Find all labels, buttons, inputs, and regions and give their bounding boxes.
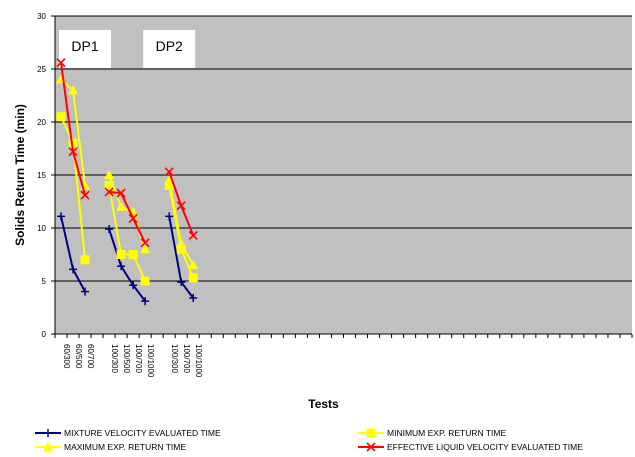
annotation-label: DP2 [156,38,183,54]
data-point [116,250,126,259]
x-tick-label: 100/700 [134,344,143,373]
x-tick-label: 100/700 [182,344,191,373]
data-point [176,238,187,248]
legend-label: MAXIMUM EXP. RETURN TIME [64,442,186,452]
y-tick-label: 0 [42,330,47,339]
y-axis-title: Solids Return Time (min) [13,104,27,246]
data-point [116,188,126,198]
x-tick-label: 100/1000 [194,344,203,378]
data-point [164,175,175,185]
grid-lines [55,15,632,282]
data-point [68,85,79,95]
annotations: DP1 DP2 [59,30,196,68]
data-point [56,112,66,122]
y-tick-label: 20 [37,118,46,127]
y-tick-label: 10 [37,224,46,233]
series-layer [56,58,199,306]
series-mixture-velocity-evaluated-time [57,212,198,306]
data-point [140,244,151,254]
data-point [366,428,376,438]
data-point [128,250,138,259]
x-tick-label: 60/300 [62,344,71,369]
series-effective-liquid-velocity-evaluated-time [56,58,198,248]
data-point [188,260,199,270]
series-line [108,228,146,302]
x-tick-label: 100/1000 [146,344,155,378]
data-point [104,170,115,179]
legend-item: MIXTURE VELOCITY EVALUATED TIME [35,428,221,438]
data-point [80,190,90,200]
series-line [108,185,147,282]
legend-label: MIXTURE VELOCITY EVALUATED TIME [64,428,221,438]
legend-item: MINIMUM EXP. RETURN TIME [358,428,506,438]
annotation-label: DP1 [71,38,98,54]
x-axis-title: Tests [308,397,339,411]
y-tick-label: 5 [42,277,47,286]
data-point [116,201,127,211]
annotation-box [59,30,112,68]
x-tick-label: 60/500 [74,344,83,369]
data-point [80,255,90,265]
series-line [109,190,147,244]
legend-item: MAXIMUM EXP. RETURN TIME [35,442,186,452]
data-point [128,213,138,224]
data-point [176,201,186,211]
x-tick-label: 100/300 [110,344,119,373]
data-point [366,442,376,452]
data-point [68,147,78,157]
y-tick-label: 25 [37,65,46,74]
x-tick-label: 60/700 [86,344,95,369]
annotation-box [143,30,196,68]
data-point [188,230,198,240]
legend-label: MINIMUM EXP. RETURN TIME [387,428,506,438]
legend-item: EFFECTIVE LIQUID VELOCITY EVALUATED TIME [358,442,583,452]
data-point [164,167,174,177]
data-point [104,187,114,197]
y-tick-label: 15 [37,171,46,180]
legend: MIXTURE VELOCITY EVALUATED TIME MINIMUM E… [35,428,583,452]
y-tick-label: 30 [37,12,46,21]
x-tick-label: 100/300 [170,344,179,373]
data-point [140,276,150,286]
data-point [140,238,150,248]
legend-label: EFFECTIVE LIQUID VELOCITY EVALUATED TIME [387,442,583,452]
x-tick-label: 100/500 [122,344,131,373]
data-point [43,442,53,451]
data-point [56,58,66,68]
data-point [188,273,198,283]
